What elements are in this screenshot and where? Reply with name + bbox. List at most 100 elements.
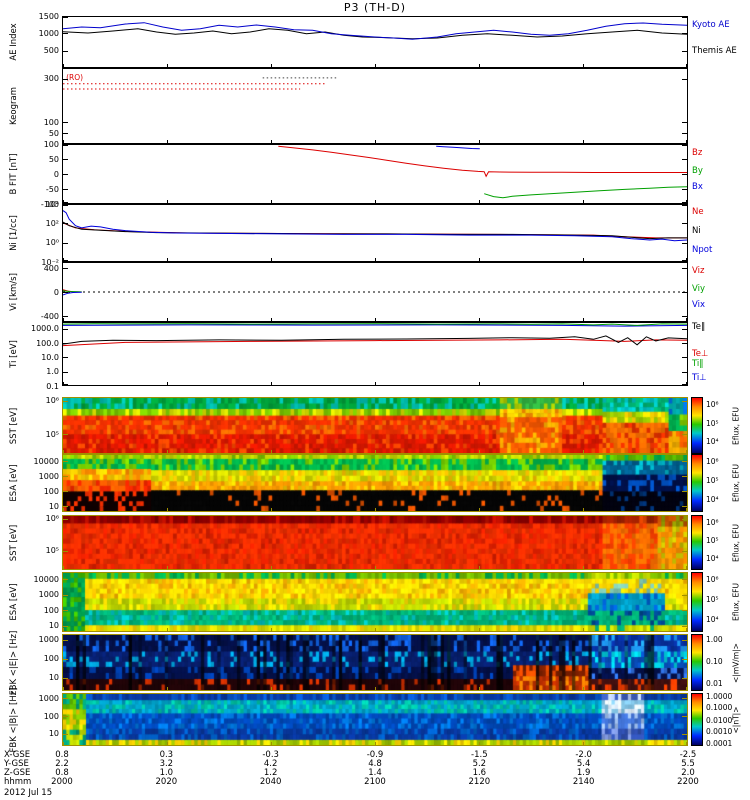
trace-label-Ne: Ne — [692, 207, 704, 218]
ytick-bfit: 50 — [48, 154, 59, 164]
axis-value: -0.9 — [366, 750, 384, 760]
ytick-ti: 10.0 — [41, 352, 59, 362]
ytick-bfit: -100 — [40, 199, 59, 209]
y-tick-mark — [63, 461, 68, 463]
y-tick-mark — [682, 133, 687, 135]
ytick-esa-elec: 10000 — [33, 574, 59, 584]
y-tick-mark — [63, 625, 68, 627]
x-tick — [686, 318, 687, 321]
colorbar-tick-sst-elec: 10⁶ — [706, 517, 719, 527]
ytick-esa-elec: 10 — [48, 621, 59, 631]
ylabel-text: Ti [eV] — [9, 340, 19, 368]
colorbar-unit-fbk-b: <|nT|> — [724, 693, 748, 746]
axis-row-label-X-GSE: X-GSE — [4, 750, 31, 760]
trace-Ni — [63, 221, 687, 240]
ytick-fbk-b: 100 — [43, 711, 59, 721]
axis-value: 4.2 — [263, 759, 278, 769]
ytick-bfit: 100 — [43, 139, 59, 149]
colorbar-sst-ion — [691, 397, 703, 454]
ylabel-esa-elec: ESA [eV] — [1, 572, 27, 632]
ytick-bfit: 0 — [53, 169, 59, 179]
x-tick — [479, 628, 480, 631]
axis-value: -2.0 — [575, 750, 592, 760]
colorbar-tick-esa-ion: 10⁵ — [706, 476, 719, 486]
colorbar-tick-esa-elec: 10⁶ — [706, 575, 719, 585]
y-tick-mark — [63, 610, 68, 612]
colorbar-tick-fbk-b: 1.0000 — [706, 691, 733, 701]
y-tick-mark — [682, 145, 687, 146]
x-tick — [479, 64, 480, 67]
keogram-traces — [63, 77, 338, 90]
trace-label-Ni: Ni — [692, 226, 701, 237]
ytick-keogram: 100 — [43, 117, 59, 127]
ytick-esa-ion: 10 — [48, 501, 59, 511]
trace-label-Te‖: Te‖ — [692, 322, 706, 332]
axis-value: 2120 — [468, 777, 491, 787]
ytick-ni: 10⁻² — [41, 257, 59, 267]
ytick-ae: 500 — [43, 46, 59, 56]
ytick-vi: -400 — [40, 311, 59, 321]
y-tick-mark — [682, 625, 687, 627]
axis-value: 2200 — [677, 777, 699, 787]
ytick-keogram: 300 — [43, 74, 59, 84]
trace-label-Themis AE: Themis AE — [692, 46, 737, 57]
x-tick — [167, 258, 168, 261]
y-tick-mark — [63, 733, 68, 735]
ylabel-text: SST [eV] — [9, 524, 19, 561]
y-tick-mark — [63, 202, 68, 203]
x-tick — [271, 258, 272, 261]
ytick-fbk-b: 10 — [48, 729, 59, 739]
colorbar-tick-fbk-e: 1.00 — [706, 634, 723, 644]
x-tick — [375, 200, 376, 203]
axis-value: 0.8 — [55, 750, 69, 760]
x-tick — [583, 566, 584, 569]
ylabel-text: FBK <|B|> [Hz] — [9, 687, 19, 752]
ytick-esa-elec: 100 — [43, 605, 59, 615]
y-tick-mark — [682, 33, 687, 35]
ti-traces — [63, 323, 687, 347]
x-tick — [271, 628, 272, 631]
x-tick — [167, 687, 168, 690]
y-tick-mark — [682, 476, 687, 478]
panel-vi — [62, 262, 688, 322]
y-tick-mark — [682, 242, 687, 244]
x-tick — [271, 508, 272, 511]
ytick-ae: 1500 — [38, 11, 59, 21]
colorbar-unit-text: Eflux, EFU — [731, 406, 741, 445]
x-tick — [375, 450, 376, 453]
axis-value: 5.4 — [576, 759, 591, 769]
y-tick-mark — [63, 328, 68, 330]
x-tick — [479, 140, 480, 143]
y-tick-mark — [682, 357, 687, 359]
ytick-ni: 10⁴ — [45, 199, 59, 209]
y-tick-mark — [63, 174, 68, 175]
colorbar-tick-esa-elec: 10⁵ — [706, 595, 719, 604]
x-tick — [375, 382, 376, 385]
x-tick — [375, 687, 376, 690]
ytick-sst-ion: 10⁶ — [45, 396, 59, 406]
y-tick-mark — [63, 17, 68, 18]
ylabel-bfit: B FIT [nT] — [1, 144, 27, 204]
panel-fbk-b — [62, 693, 688, 746]
ytick-keogram: 50 — [48, 128, 59, 138]
ytick-esa-ion: 10000 — [33, 456, 59, 466]
x-tick — [167, 200, 168, 203]
x-tick — [167, 566, 168, 569]
y-tick-mark — [63, 594, 68, 596]
colorbar-tick-fbk-b: 0.0010 — [706, 727, 733, 737]
trace-label-Kyoto AE: Kyoto AE — [692, 20, 730, 31]
colorbar-esa-elec — [691, 572, 703, 632]
trace-label-By: By — [692, 165, 703, 176]
colorbar-tick-sst-ion: 10⁴ — [706, 437, 719, 447]
ytick-fbk-e: 10 — [48, 673, 59, 683]
ytick-sst-elec: 10⁶ — [45, 514, 59, 524]
ylabel-text: FBK <|E|> [Hz] — [9, 630, 19, 695]
y-tick-mark — [682, 205, 687, 206]
vi-traces — [63, 289, 687, 296]
bfit-traces — [278, 145, 687, 199]
colorbar-sst-elec — [691, 515, 703, 570]
colorbar-unit-sst-ion: Eflux, EFU — [724, 397, 748, 454]
trace-label-Viy: Viy — [692, 283, 706, 294]
trace-label-Bx: Bx — [692, 182, 703, 193]
x-tick — [63, 140, 64, 143]
